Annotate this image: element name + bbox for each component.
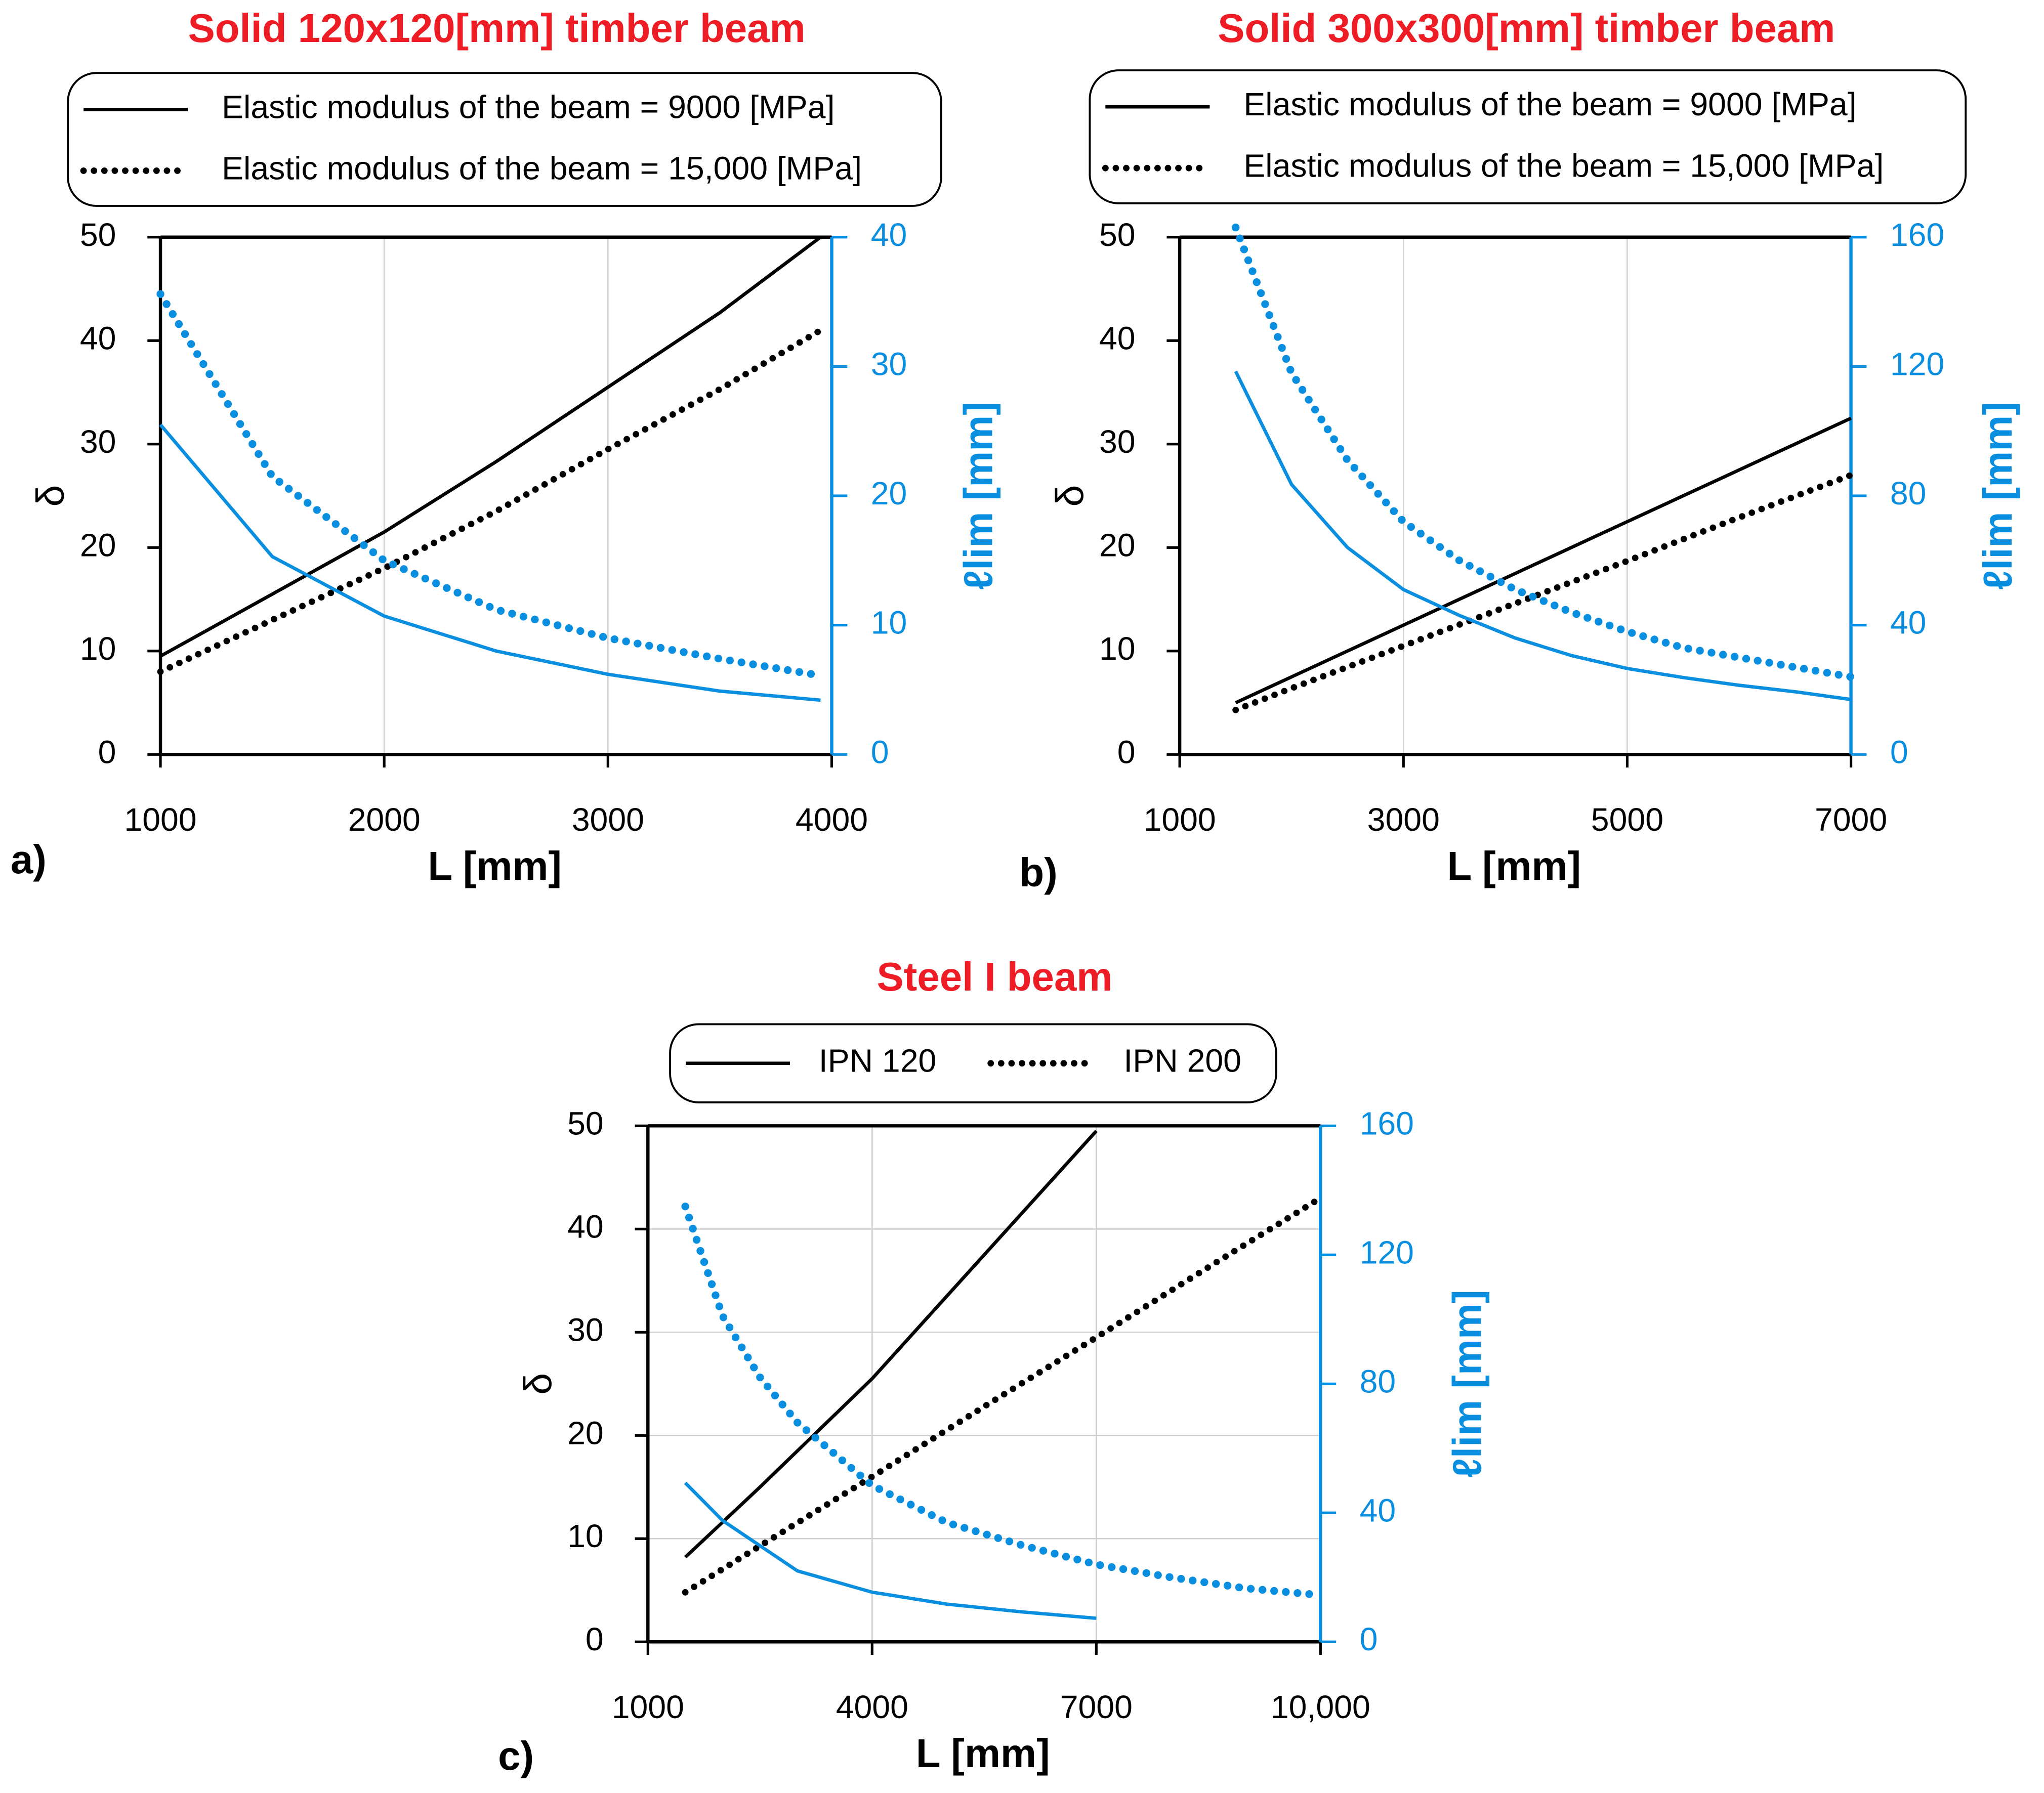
- chart-title: Solid 300x300[mm] timber beam: [1218, 6, 1835, 51]
- y2-tick-label: 30: [871, 346, 907, 382]
- data-line: [1234, 370, 1852, 701]
- y2-tick-label: 160: [1360, 1105, 1414, 1141]
- data-line: [684, 1481, 1097, 1620]
- x-tick-label: 2000: [348, 801, 421, 838]
- y-tick-label: 0: [586, 1621, 604, 1657]
- x-tick-label: 1000: [1144, 801, 1216, 838]
- y-tick-label: 20: [1099, 527, 1136, 563]
- chart-title: Steel I beam: [877, 954, 1112, 999]
- y-tick-label: 0: [1117, 734, 1136, 770]
- y-axis-label: δ: [517, 1373, 560, 1395]
- legend-box: [669, 1023, 1277, 1103]
- x-tick-label: 3000: [1367, 801, 1440, 838]
- y-tick-label: 10: [1099, 630, 1136, 667]
- x-axis-label: L [mm]: [1447, 843, 1581, 888]
- y-tick-label: 40: [567, 1208, 604, 1245]
- panel-label: b): [1019, 850, 1057, 895]
- x-tick-label: 1000: [124, 801, 196, 838]
- y-tick-label: 30: [1099, 423, 1136, 460]
- x-tick-label: 7000: [1815, 801, 1887, 838]
- y-tick-label: 50: [1099, 217, 1136, 253]
- y-tick-label: 10: [80, 630, 116, 667]
- legend-label: Elastic modulus of the beam = 15,000 [MP…: [222, 150, 862, 186]
- y2-tick-label: 40: [871, 217, 907, 253]
- y2-axis-label: ℓlim [mm]: [1975, 402, 2020, 590]
- y2-tick-label: 20: [871, 475, 907, 511]
- chart-title: Solid 120x120[mm] timber beam: [188, 6, 806, 51]
- y-tick-label: 40: [1099, 320, 1136, 356]
- y2-tick-label: 0: [871, 734, 889, 770]
- data-line: [156, 290, 825, 680]
- y-tick-label: 30: [567, 1311, 604, 1348]
- y2-tick-label: 80: [1360, 1363, 1396, 1399]
- data-line: [684, 1130, 1098, 1559]
- legend-label: IPN 120: [819, 1043, 937, 1079]
- y-tick-label: 10: [567, 1518, 604, 1554]
- y-tick-label: 20: [567, 1415, 604, 1451]
- y2-tick-label: 80: [1890, 475, 1927, 511]
- data-line: [159, 236, 822, 658]
- x-tick-label: 4000: [836, 1689, 908, 1725]
- panel-label: a): [11, 837, 47, 882]
- data-line: [682, 1194, 1324, 1596]
- data-line: [1231, 223, 1855, 681]
- legend-label: IPN 200: [1123, 1043, 1241, 1079]
- x-tick-label: 1000: [612, 1689, 684, 1725]
- legend-label: Elastic modulus of the beam = 15,000 [MP…: [1243, 147, 1884, 184]
- data-line: [1232, 472, 1855, 713]
- legend-box: [1089, 69, 1967, 204]
- data-line: [157, 327, 824, 675]
- y-tick-label: 30: [80, 423, 116, 460]
- data-line: [159, 423, 821, 702]
- y2-tick-label: 0: [1360, 1621, 1378, 1657]
- y-tick-label: 50: [80, 217, 116, 253]
- y2-tick-label: 40: [1360, 1492, 1396, 1528]
- x-tick-label: 5000: [1591, 801, 1663, 838]
- y-tick-label: 40: [80, 320, 116, 356]
- x-tick-label: 3000: [572, 801, 644, 838]
- x-axis-label: L [mm]: [916, 1731, 1050, 1776]
- data-line: [681, 1202, 1325, 1599]
- y2-tick-label: 120: [1360, 1234, 1414, 1270]
- y-tick-label: 0: [98, 734, 116, 770]
- x-tick-label: 7000: [1060, 1689, 1133, 1725]
- y2-axis-label: ℓlim [mm]: [1445, 1290, 1490, 1478]
- legend-box: [67, 72, 942, 207]
- y2-tick-label: 160: [1890, 217, 1944, 253]
- chart-panel: Steel I beam c) 1000 4000 7000 10,000 0 10 20 30 4…: [498, 954, 1489, 1778]
- data-line: [1235, 416, 1852, 705]
- y-axis-label: δ: [1048, 485, 1092, 507]
- x-axis-label: L [mm]: [428, 843, 562, 888]
- x-tick-label: 10,000: [1271, 1689, 1370, 1725]
- x-tick-label: 4000: [796, 801, 868, 838]
- y2-tick-label: 40: [1890, 605, 1927, 641]
- y-tick-label: 20: [80, 527, 116, 563]
- legend-label: Elastic modulus of the beam = 9000 [MPa]: [1243, 86, 1856, 122]
- y-tick-label: 50: [567, 1105, 604, 1141]
- y2-axis-label: ℓlim [mm]: [956, 402, 1001, 590]
- y2-tick-label: 120: [1890, 346, 1944, 382]
- legend-label: Elastic modulus of the beam = 9000 [MPa]: [222, 89, 835, 125]
- y2-tick-label: 10: [871, 605, 907, 641]
- y2-tick-label: 0: [1890, 734, 1908, 770]
- panel-label: c): [498, 1733, 534, 1778]
- y-axis-label: δ: [29, 485, 72, 507]
